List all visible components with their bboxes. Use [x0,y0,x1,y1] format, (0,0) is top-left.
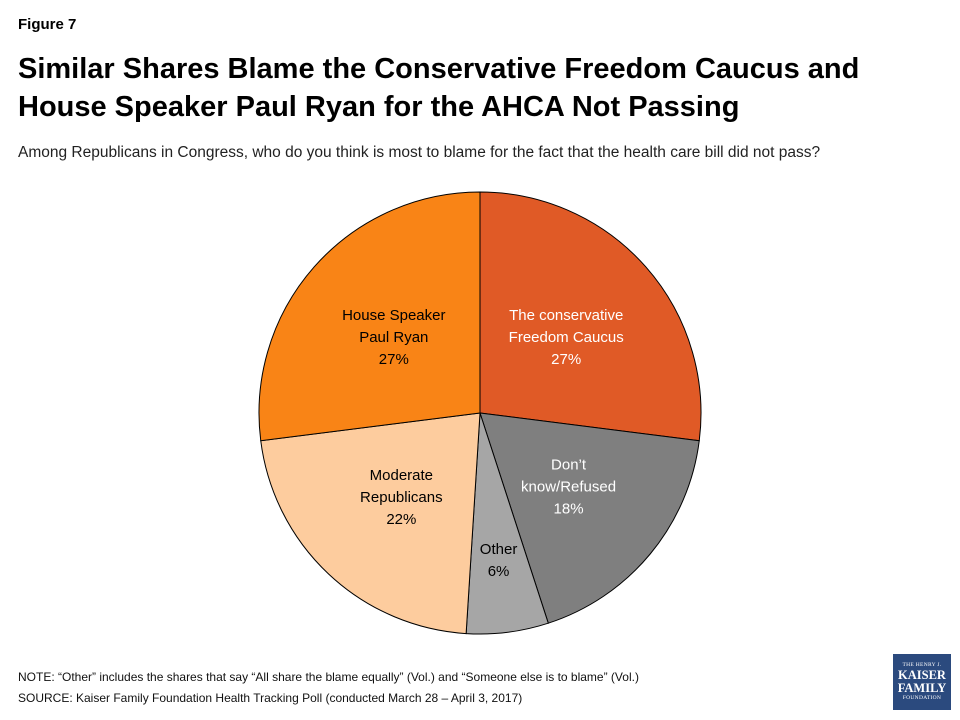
logo-line-4: FOUNDATION [902,695,942,701]
slice-label-house-speaker-paul-ryan: House Speaker Paul Ryan 27% [342,307,445,368]
pie-labels: The conservative Freedom Caucus 27% Don’t kn… [342,307,624,580]
slice-label-line: know/Refused [521,478,616,495]
footnote-note: NOTE: “Other” includes the shares that s… [18,670,639,684]
slice-label-moderate-republicans: Moderate Republicans 22% [360,467,443,528]
pie-slice-moderate-republicans [260,412,481,635]
slice-label-line: Don’t [551,456,587,473]
slice-label-line: House Speaker [342,307,445,324]
chart-subtitle: Among Republicans in Congress, who do yo… [18,144,821,161]
slice-label-line: Paul Ryan [359,329,428,346]
slice-label-line: Other [480,541,518,558]
chart-title: Similar Shares Blame the Conservative Fr… [18,50,918,126]
slice-label-line: Moderate [370,467,433,484]
chart-title-line-1: Similar Shares Blame the Conservative Fr… [18,53,860,85]
slice-label-line: 18% [554,500,584,517]
chart-title-line-2: House Speaker Paul Ryan for the AHCA Not… [18,91,740,123]
logo-line-2: KAISER [898,668,946,682]
slice-label-line: 27% [551,351,581,368]
footnote-source: SOURCE: Kaiser Family Foundation Health … [18,691,523,705]
slice-label-line: 27% [379,351,409,368]
slice-label-line: 22% [386,511,416,528]
kff-logo: THE HENRY J. KAISER FAMILY FOUNDATION [893,654,951,710]
slice-label-don-t-know-refused: Don’t know/Refused 18% [521,456,616,517]
pie-slice-the-conservative-freedom-caucus [479,191,702,442]
pie-slices [258,191,702,635]
slice-label-other: Other 6% [480,541,518,580]
logo-line-3: FAMILY [897,681,947,695]
slice-label-line: The conservative [509,307,623,324]
pie-slice-house-speaker-paul-ryan [258,191,481,442]
figure-label: Figure 7 [18,16,77,33]
slice-label-line: 6% [488,563,510,580]
slice-label-line: Republicans [360,489,443,506]
slice-label-line: Freedom Caucus [509,329,624,346]
pie-slice-don-t-know-refused [479,412,700,624]
logo-line-1: THE HENRY J. [902,662,942,668]
slice-label-the-conservative-freedom-caucus: The conservative Freedom Caucus 27% [509,307,624,368]
